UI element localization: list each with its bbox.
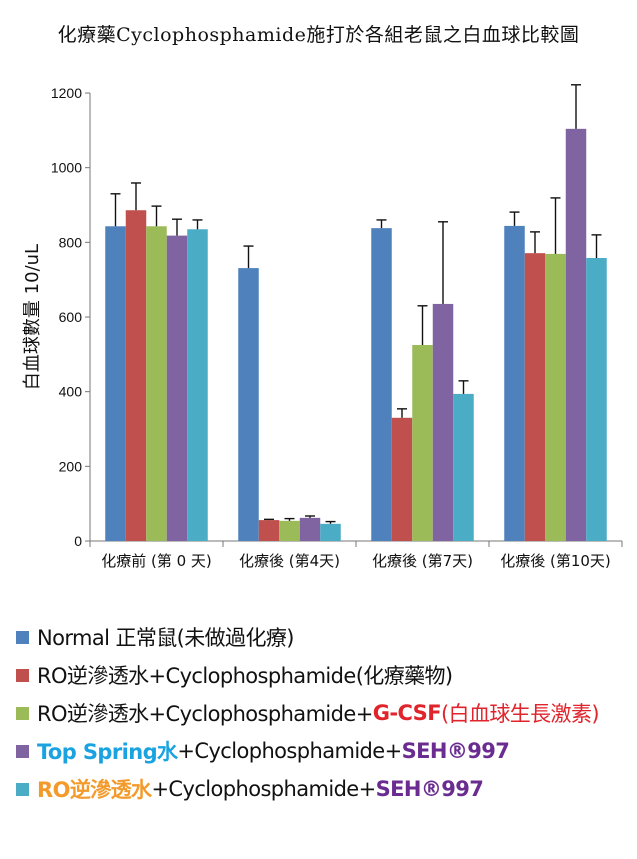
y-tick-label: 800 bbox=[59, 234, 83, 250]
bar bbox=[565, 128, 587, 541]
legend-label: RO逆滲透水 bbox=[37, 778, 152, 802]
bar bbox=[279, 520, 300, 541]
y-tick-label: 200 bbox=[59, 458, 83, 474]
legend-label: Normal 正常鼠(未做過化療) bbox=[37, 626, 294, 650]
legend-item: Normal 正常鼠(未做過化療) bbox=[16, 618, 599, 656]
y-tick-label: 1200 bbox=[51, 85, 82, 101]
bar bbox=[412, 345, 433, 541]
legend-item: Top Spring水 +Cyclophosphamide+ SEH®997 bbox=[16, 732, 599, 770]
legend-swatch bbox=[16, 630, 29, 644]
bar bbox=[432, 303, 454, 541]
legend-swatch bbox=[16, 744, 29, 758]
bar bbox=[504, 225, 525, 541]
y-tick-label: 1000 bbox=[51, 160, 82, 176]
bar bbox=[299, 517, 321, 541]
legend-label: (白血球生長激素) bbox=[440, 702, 600, 726]
bar bbox=[105, 226, 126, 541]
bar bbox=[545, 253, 566, 541]
bar bbox=[453, 393, 474, 541]
legend-label: +Cyclophosphamide+ bbox=[177, 739, 402, 763]
legend-label: G-CSF bbox=[372, 701, 442, 725]
bar bbox=[391, 417, 413, 541]
bar bbox=[166, 235, 188, 541]
bar bbox=[371, 228, 392, 541]
legend-item: RO逆滲透水+Cyclophosphamide(化療藥物) bbox=[16, 656, 599, 694]
legend-label: Top Spring水 bbox=[37, 740, 178, 764]
x-tick-label: 化療後 (第4天) bbox=[239, 552, 340, 570]
x-tick-label: 化療後 (第7天) bbox=[372, 552, 473, 570]
y-axis-label: 白血球數量 10/uL bbox=[22, 244, 43, 390]
chart-title: 化療藥Cyclophosphamide施打於各組老鼠之白血球比較圖 bbox=[57, 24, 580, 46]
legend-label: RO逆滲透水+Cyclophosphamide+ bbox=[37, 702, 373, 726]
bar bbox=[187, 229, 208, 541]
bar-chart: 0 200 400 600 800 1000 1200 白血球數量 10/uL 化療前 (第 0… bbox=[22, 84, 623, 570]
legend-item: RO逆滲透水 +Cyclophosphamide+ SEH®997 bbox=[16, 770, 599, 808]
legend-swatch bbox=[16, 668, 29, 682]
y-tick-label: 0 bbox=[74, 533, 82, 549]
y-tick-label: 600 bbox=[59, 309, 83, 325]
bar bbox=[146, 226, 167, 541]
bar bbox=[524, 253, 546, 541]
x-tick-label: 化療後 (第10天) bbox=[500, 552, 611, 570]
x-tick-label: 化療前 (第 0 天) bbox=[101, 552, 212, 570]
legend-swatch bbox=[16, 706, 29, 720]
bar bbox=[586, 258, 607, 541]
legend: Normal 正常鼠(未做過化療) RO逆滲透水+Cyclophosphamide… bbox=[16, 618, 600, 808]
legend-item: RO逆滲透水+Cyclophosphamide+ G-CSF (白血球生長激素) bbox=[16, 694, 600, 732]
legend-label: SEH®997 bbox=[375, 777, 484, 801]
bar bbox=[125, 210, 147, 541]
bar bbox=[238, 268, 259, 541]
bar bbox=[320, 523, 341, 541]
bar bbox=[258, 520, 280, 541]
y-tick-label: 400 bbox=[59, 384, 83, 400]
legend-label: RO逆滲透水+Cyclophosphamide(化療藥物) bbox=[37, 664, 453, 688]
legend-swatch bbox=[16, 782, 29, 796]
legend-label: SEH®997 bbox=[401, 739, 510, 763]
legend-label: +Cyclophosphamide+ bbox=[151, 777, 376, 801]
